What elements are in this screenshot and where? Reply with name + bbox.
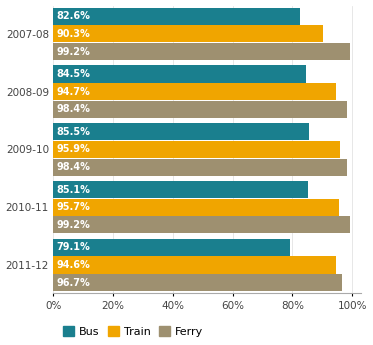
Text: 95.9%: 95.9%: [56, 145, 90, 155]
Bar: [53, 274, 342, 291]
Text: 85.5%: 85.5%: [56, 127, 90, 137]
Bar: [53, 216, 350, 234]
Text: 85.1%: 85.1%: [56, 185, 90, 195]
Text: 99.2%: 99.2%: [56, 220, 90, 230]
Bar: [53, 25, 323, 42]
Bar: [53, 141, 340, 158]
Bar: [53, 43, 350, 60]
Bar: [53, 101, 347, 118]
Legend: Bus, Train, Ferry: Bus, Train, Ferry: [59, 322, 208, 341]
Text: 84.5%: 84.5%: [56, 69, 90, 79]
Bar: [53, 159, 347, 176]
Bar: [53, 8, 300, 25]
Text: 79.1%: 79.1%: [56, 242, 90, 252]
Bar: [53, 199, 339, 216]
Text: 95.7%: 95.7%: [56, 202, 90, 212]
Text: 99.2%: 99.2%: [56, 47, 90, 57]
Bar: [53, 123, 309, 140]
Text: 82.6%: 82.6%: [56, 11, 90, 21]
Bar: [53, 83, 336, 100]
Text: 94.6%: 94.6%: [56, 260, 90, 270]
Bar: [53, 256, 336, 274]
Text: 98.4%: 98.4%: [56, 162, 90, 172]
Bar: [53, 181, 308, 198]
Text: 94.7%: 94.7%: [56, 87, 90, 97]
Text: 96.7%: 96.7%: [56, 278, 90, 288]
Bar: [53, 66, 306, 82]
Text: 98.4%: 98.4%: [56, 104, 90, 114]
Text: 90.3%: 90.3%: [56, 29, 90, 39]
Bar: [53, 239, 290, 256]
